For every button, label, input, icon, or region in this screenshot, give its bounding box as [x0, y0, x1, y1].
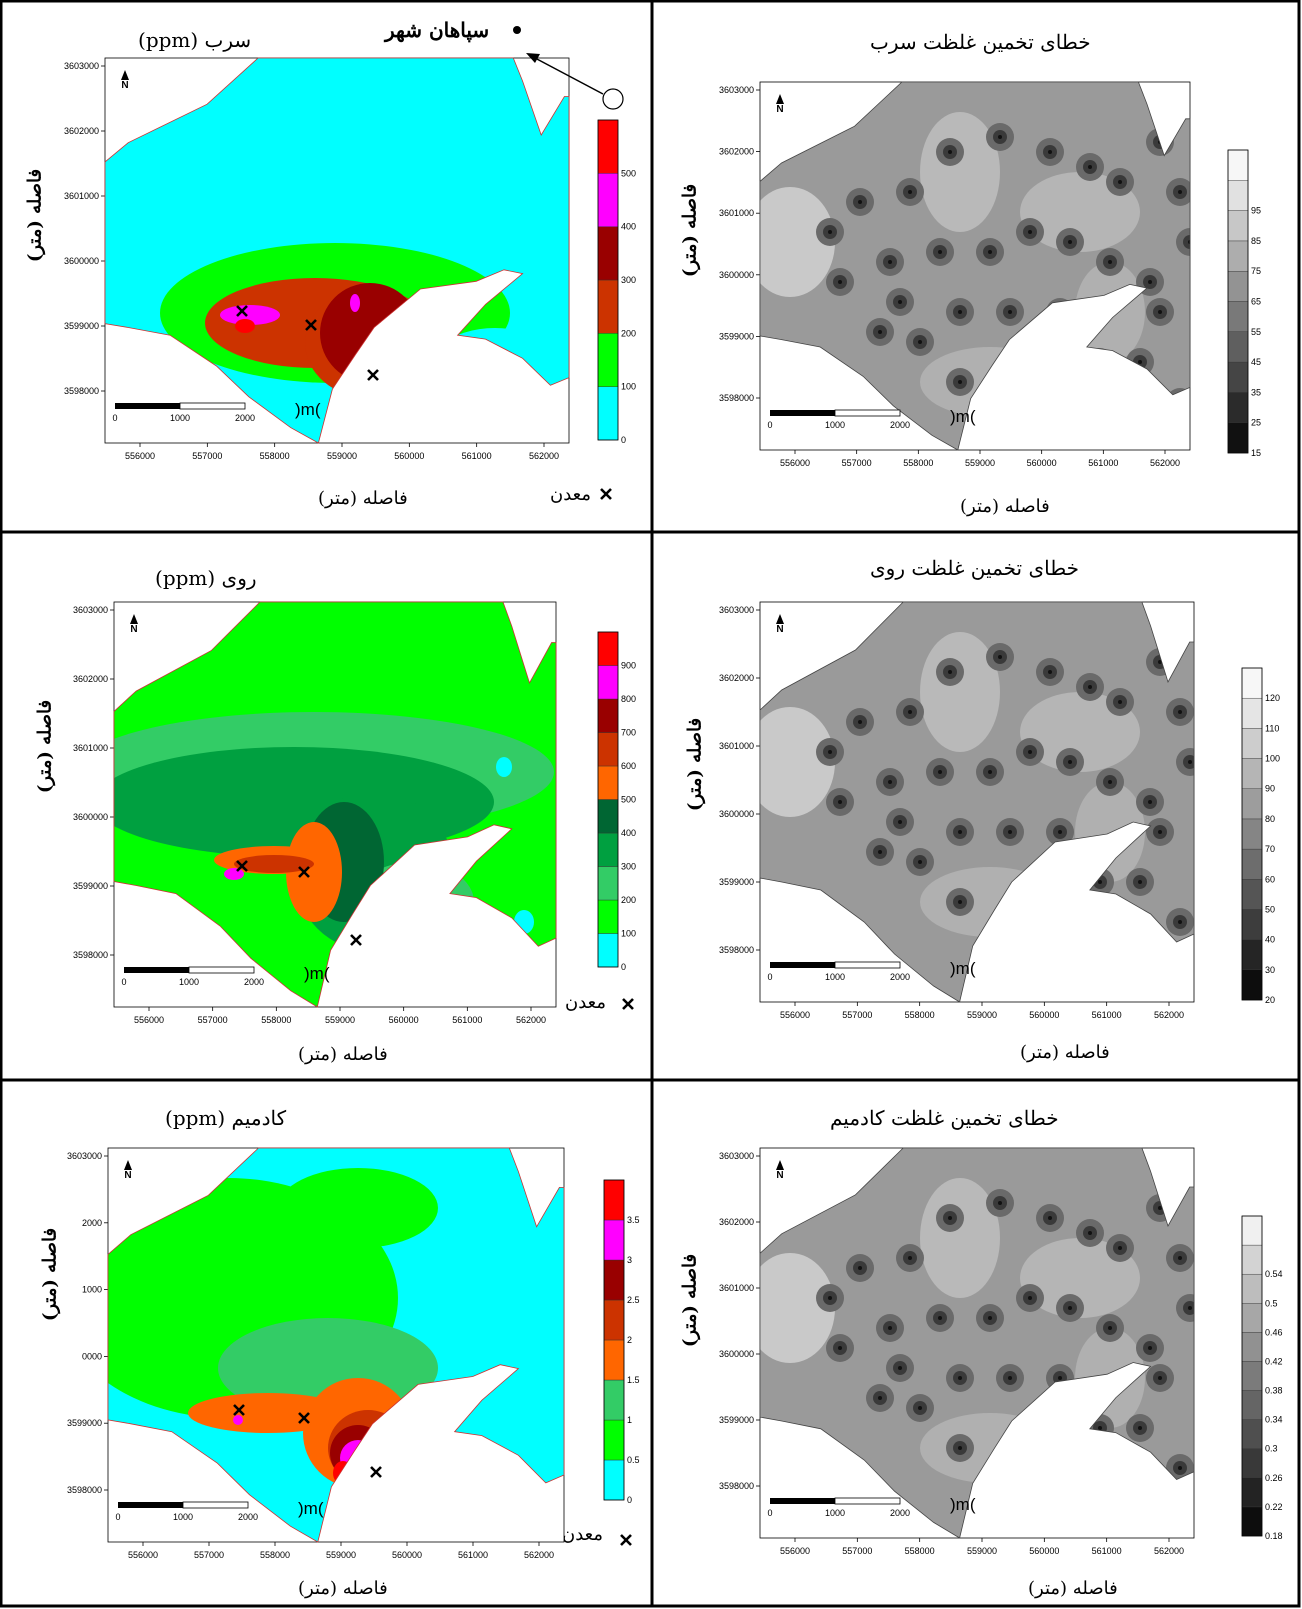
pb-mine-legend: معدن — [550, 484, 591, 505]
zn-map-title: روی (ppm) — [155, 566, 257, 590]
cd-x-axis-label: فاصله (متر) — [298, 1578, 388, 1599]
cd-err-x-axis-label: فاصله (متر) — [1028, 1578, 1118, 1599]
zn-y-axis-label: فاصله (متر) — [34, 699, 56, 794]
cd-err-y-axis-label: فاصله (متر) — [679, 1253, 701, 1348]
zn-x-axis-label: فاصله (متر) — [298, 1044, 388, 1065]
pb-err-x-axis-label: فاصله (متر) — [960, 496, 1050, 517]
pb-x-axis-label: فاصله (متر) — [318, 488, 408, 509]
cd-mine-legend: معدن — [562, 1524, 603, 1545]
cd-err-map-title: خطای تخمین غلظت کادمیم — [830, 1106, 1059, 1130]
zn-mine-legend: معدن — [565, 992, 606, 1013]
zn-err-map-title: خطای تخمین غلظت روی — [870, 556, 1079, 580]
zn-err-y-axis-label: فاصله (متر) — [684, 717, 706, 812]
mine-legend-label: معدن — [562, 1524, 603, 1545]
zn-err-x-axis-label: فاصله (متر) — [1020, 1042, 1110, 1063]
pb-map-title: سرب (ppm) — [138, 28, 252, 52]
pb-y-axis-label: فاصله (متر) — [24, 168, 46, 263]
mine-legend-label: معدن — [565, 992, 606, 1013]
cd-map-title: کادمیم (ppm) — [165, 1106, 287, 1130]
city-label: سپاهان شهر — [385, 18, 490, 42]
pb-err-map-title: خطای تخمین غلظت سرب — [870, 30, 1091, 54]
mine-legend-label: معدن — [550, 484, 591, 505]
cd-y-axis-label: فاصله (متر) — [39, 1227, 61, 1322]
pb-err-y-axis-label: فاصله (متر) — [679, 183, 701, 278]
